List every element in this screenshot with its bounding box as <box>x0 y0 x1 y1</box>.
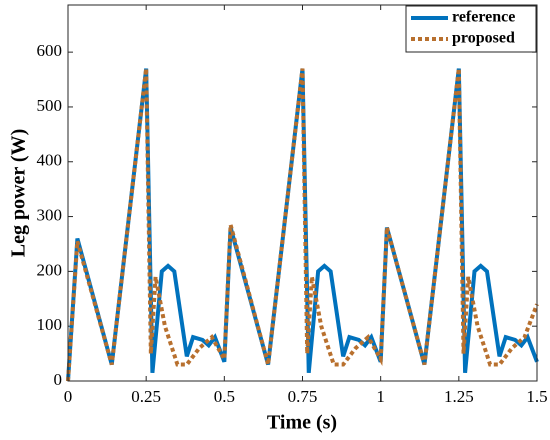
plot-area <box>68 5 537 381</box>
y-tick-label: 500 <box>37 96 63 115</box>
y-axis-label: Leg power (W) <box>8 129 30 258</box>
plot-frame <box>67 4 538 382</box>
y-tick-label: 100 <box>37 315 63 334</box>
y-tick-label: 600 <box>37 41 63 60</box>
legend-label: reference <box>452 9 515 26</box>
y-tick-label: 200 <box>37 260 63 279</box>
legend-label: proposed <box>452 30 515 47</box>
x-tick-label: 1 <box>376 387 385 406</box>
x-tick-label: 0.75 <box>288 387 318 406</box>
x-tick-label: 0.25 <box>131 387 161 406</box>
series-line <box>66 68 539 382</box>
x-tick-label: 0 <box>64 387 73 406</box>
x-axis-label: Time (s) <box>267 412 337 434</box>
y-tick-label: 300 <box>37 205 63 224</box>
legend-box <box>405 5 537 53</box>
x-tick-label: 1.5 <box>526 387 547 406</box>
x-tick-label: 0.5 <box>214 387 235 406</box>
series-line <box>66 68 539 382</box>
y-tick-label: 400 <box>37 151 63 170</box>
x-tick-label: 1.25 <box>444 387 474 406</box>
y-tick-label: 0 <box>54 370 63 389</box>
